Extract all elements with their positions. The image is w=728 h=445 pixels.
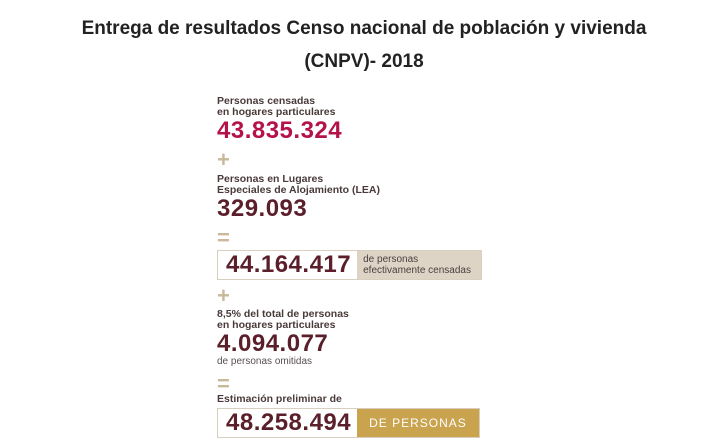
households-label-line-2: en hogares particulares xyxy=(217,106,336,118)
estimate-tag: DE PERSONAS xyxy=(357,409,479,437)
estimate-label: Estimación preliminar de xyxy=(217,393,342,405)
effective-census-tag-line-1: de personas xyxy=(363,254,419,265)
plus-icon: + xyxy=(217,147,230,172)
lea-label-line-2: Especiales de Alojamiento (LEA) xyxy=(217,184,380,196)
omitted-note: de personas omitidas xyxy=(217,356,313,367)
effective-census-tag-line-2: efectivamente censadas xyxy=(363,265,471,276)
title-line-2: (CNPV)- 2018 xyxy=(304,51,424,72)
lea-value: 329.093 xyxy=(217,195,308,222)
estimate-box: 48.258.494 DE PERSONAS xyxy=(217,408,480,438)
page-title: Entrega de resultados Censo nacional de … xyxy=(0,12,728,78)
plus-icon: + xyxy=(217,283,230,308)
omitted-block: 8,5% del total de personas en hogares pa… xyxy=(217,308,349,368)
households-label-line-1: Personas censadas xyxy=(217,95,316,107)
households-value: 43.835.324 xyxy=(217,117,343,144)
lea-block: Personas en Lugares Especiales de Alojam… xyxy=(217,174,380,222)
omitted-label-line-1: 8,5% del total de personas xyxy=(217,308,349,320)
equals-icon: = xyxy=(217,371,230,396)
title-line-1: Entrega de resultados Censo nacional de … xyxy=(81,18,647,39)
households-census-block: Personas censadas en hogares particulare… xyxy=(217,96,342,144)
effective-census-box: 44.164.417 de personas efectivamente cen… xyxy=(217,250,482,280)
estimate-value: 48.258.494 xyxy=(226,409,352,436)
lea-label-line-1: Personas en Lugares xyxy=(217,173,324,185)
omitted-value: 4.094.077 xyxy=(217,330,329,357)
omitted-label-line-2: en hogares particulares xyxy=(217,319,336,331)
effective-census-value: 44.164.417 xyxy=(226,251,352,278)
equals-icon: = xyxy=(217,225,230,250)
effective-census-tag: de personas efectivamente censadas xyxy=(357,251,481,279)
estimate-block: Estimación preliminar de xyxy=(217,394,342,405)
